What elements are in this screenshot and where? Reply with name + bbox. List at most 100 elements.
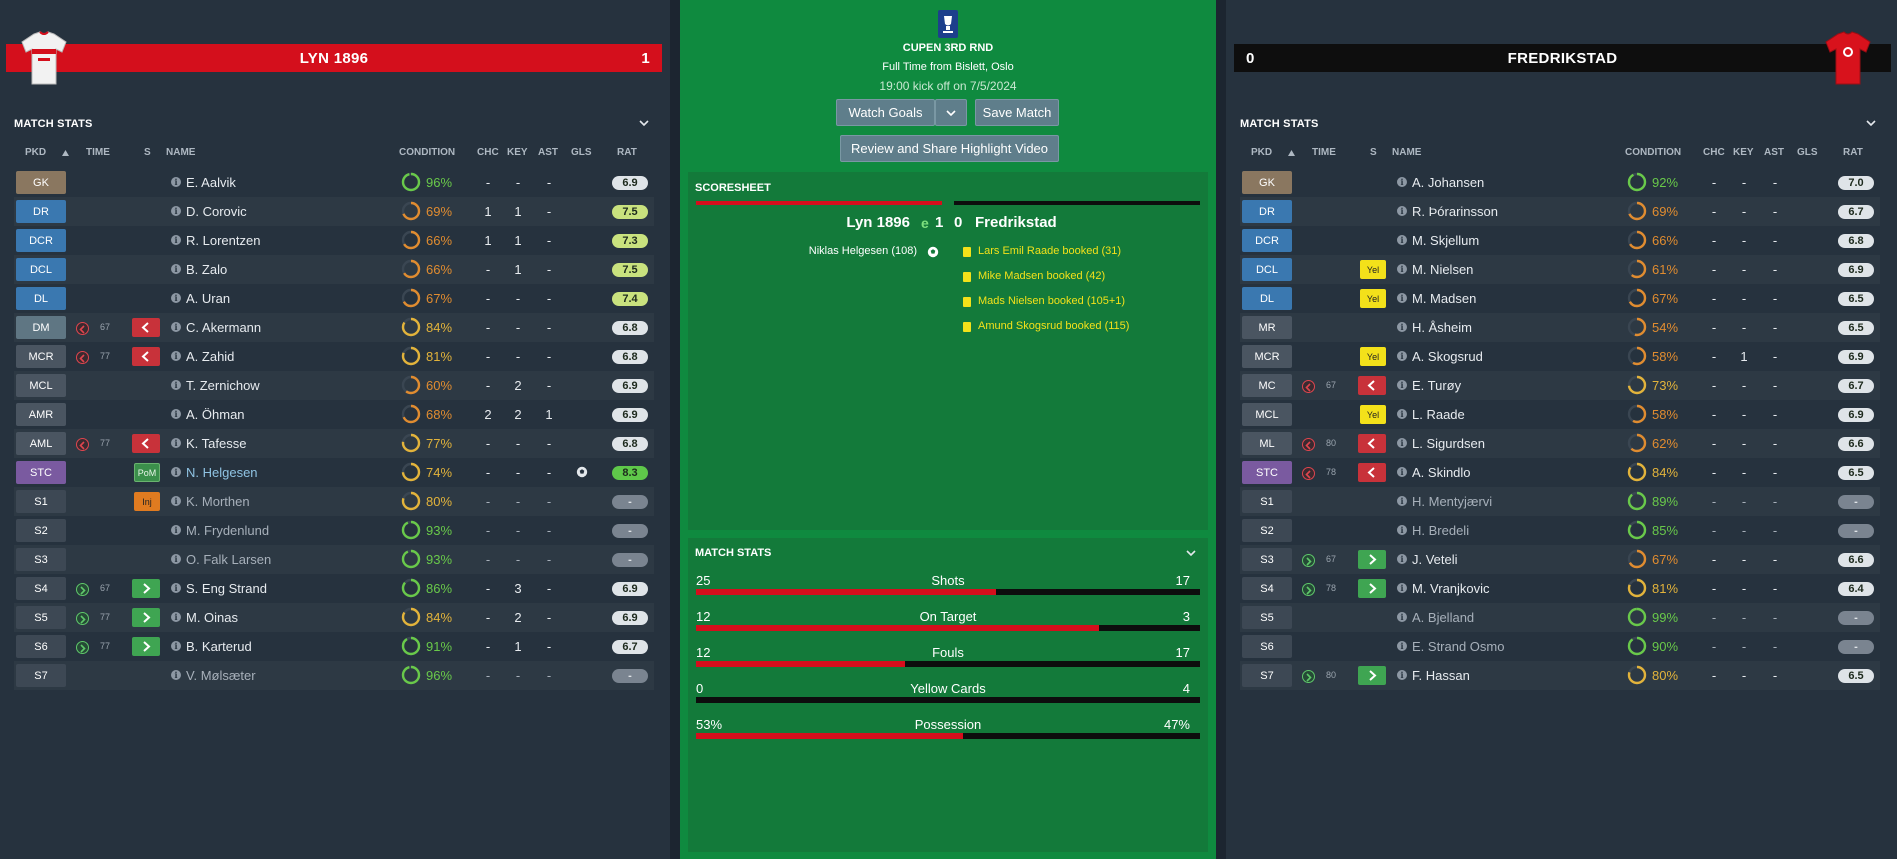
sub-off-button[interactable]: [132, 318, 160, 337]
save-match-button[interactable]: Save Match: [975, 99, 1059, 126]
table-row[interactable]: DR i R. Þórarinsson 69% - - - 6.7: [1240, 197, 1880, 226]
review-highlight-button[interactable]: Review and Share Highlight Video: [840, 135, 1059, 162]
header-chc[interactable]: CHC: [1703, 147, 1725, 158]
player-name[interactable]: D. Corovic: [186, 204, 247, 219]
table-row[interactable]: S7 i V. Mølsæter 96% - - - -: [14, 661, 654, 690]
watch-goals-button[interactable]: Watch Goals: [836, 99, 935, 126]
table-row[interactable]: STC 78 i A. Skindlo 84% - - - 6.5: [1240, 458, 1880, 487]
player-name[interactable]: C. Akermann: [186, 320, 262, 335]
sub-on-button[interactable]: [1358, 579, 1386, 598]
player-name[interactable]: M. Vranjkovic: [1412, 581, 1490, 596]
info-icon[interactable]: i: [1397, 293, 1407, 303]
table-row[interactable]: MCR Yel i A. Skogsrud 58% - 1 - 6.9: [1240, 342, 1880, 371]
watch-goals-dropdown-button[interactable]: [935, 99, 967, 126]
player-name[interactable]: R. Þórarinsson: [1412, 204, 1498, 219]
info-icon[interactable]: i: [171, 554, 181, 564]
info-icon[interactable]: i: [1397, 380, 1407, 390]
player-name[interactable]: T. Zernichow: [186, 378, 260, 393]
player-name[interactable]: E. Turøy: [1412, 378, 1462, 393]
player-name[interactable]: L. Raade: [1412, 407, 1465, 422]
sub-off-button[interactable]: [132, 347, 160, 366]
header-condition[interactable]: CONDITION: [1625, 147, 1682, 158]
player-name[interactable]: H. Mentyjærvi: [1412, 494, 1493, 509]
header-pkd[interactable]: PKD: [25, 147, 47, 158]
info-icon[interactable]: i: [1397, 351, 1407, 361]
info-icon[interactable]: i: [171, 670, 181, 680]
info-icon[interactable]: i: [171, 380, 181, 390]
table-row[interactable]: S2 i M. Frydenlund 93% - - - -: [14, 516, 654, 545]
sub-off-button[interactable]: [1358, 376, 1386, 395]
table-row[interactable]: S1 i H. Mentyjærvi 89% - - - -: [1240, 487, 1880, 516]
table-row[interactable]: DL Yel i M. Madsen 67% - - - 6.5: [1240, 284, 1880, 313]
table-row[interactable]: S5 i A. Bjelland 99% - - - -: [1240, 603, 1880, 632]
player-name[interactable]: A. Uran: [186, 291, 231, 306]
header-ast[interactable]: AST: [1764, 147, 1784, 158]
info-icon[interactable]: i: [1397, 264, 1407, 274]
table-row[interactable]: S4 78 i M. Vranjkovic 81% - - - 6.4: [1240, 574, 1880, 603]
header-time[interactable]: TIME: [1312, 147, 1336, 158]
table-row[interactable]: STC PoM i N. Helgesen 74% - - - 8.3: [14, 458, 654, 487]
header-s[interactable]: S: [1370, 147, 1377, 158]
sub-on-button[interactable]: [1358, 666, 1386, 685]
info-icon[interactable]: i: [171, 177, 181, 187]
info-icon[interactable]: i: [171, 641, 181, 651]
info-icon[interactable]: i: [1397, 322, 1407, 332]
header-chc[interactable]: CHC: [477, 147, 499, 158]
info-icon[interactable]: i: [171, 438, 181, 448]
player-name[interactable]: N. Helgesen: [186, 465, 258, 480]
info-icon[interactable]: i: [1397, 206, 1407, 216]
info-icon[interactable]: i: [1397, 525, 1407, 535]
table-row[interactable]: DCR i R. Lorentzen 66% 1 1 - 7.3: [14, 226, 654, 255]
table-row[interactable]: GK i A. Johansen 92% - - - 7.0: [1240, 168, 1880, 197]
info-icon[interactable]: i: [171, 612, 181, 622]
info-icon[interactable]: i: [1397, 554, 1407, 564]
header-key[interactable]: KEY: [507, 147, 528, 158]
player-name[interactable]: A. Johansen: [1412, 175, 1485, 190]
table-row[interactable]: S2 i H. Bredeli 85% - - - -: [1240, 516, 1880, 545]
player-name[interactable]: L. Sigurdsen: [1412, 436, 1485, 451]
table-row[interactable]: DR i D. Corovic 69% 1 1 - 7.5: [14, 197, 654, 226]
header-rat[interactable]: RAT: [617, 147, 637, 158]
info-icon[interactable]: i: [1397, 496, 1407, 506]
table-row[interactable]: S6 i E. Strand Osmo 90% - - - -: [1240, 632, 1880, 661]
player-name[interactable]: M. Frydenlund: [186, 523, 270, 538]
table-row[interactable]: GK i E. Aalvik 96% - - - 6.9: [14, 168, 654, 197]
away-collapse-chevron-icon[interactable]: [1864, 116, 1878, 130]
info-icon[interactable]: i: [171, 264, 181, 274]
player-name[interactable]: O. Falk Larsen: [186, 552, 272, 567]
table-row[interactable]: ML 80 i L. Sigurdsen 62% - - - 6.6: [1240, 429, 1880, 458]
info-icon[interactable]: i: [1397, 612, 1407, 622]
player-name[interactable]: E. Aalvik: [186, 175, 236, 190]
table-row[interactable]: AML 77 i K. Tafesse 77% - - - 6.8: [14, 429, 654, 458]
player-name[interactable]: K. Tafesse: [186, 436, 247, 451]
player-name[interactable]: M. Skjellum: [1412, 233, 1480, 248]
table-row[interactable]: MR i H. Åsheim 54% - - - 6.5: [1240, 313, 1880, 342]
player-name[interactable]: M. Madsen: [1412, 291, 1477, 306]
info-icon[interactable]: i: [171, 293, 181, 303]
table-row[interactable]: S4 67 i S. Eng Strand 86% - 3 - 6.9: [14, 574, 654, 603]
sub-on-button[interactable]: [1358, 550, 1386, 569]
info-icon[interactable]: i: [171, 525, 181, 535]
center-collapse-chevron-icon[interactable]: [1184, 546, 1198, 560]
header-gls[interactable]: GLS: [1797, 147, 1818, 158]
info-icon[interactable]: i: [1397, 177, 1407, 187]
sort-up-icon[interactable]: [1288, 150, 1295, 156]
player-name[interactable]: F. Hassan: [1412, 668, 1470, 683]
table-row[interactable]: DCL Yel i M. Nielsen 61% - - - 6.9: [1240, 255, 1880, 284]
player-name[interactable]: A. Öhman: [186, 407, 245, 422]
header-time[interactable]: TIME: [86, 147, 110, 158]
player-name[interactable]: H. Åsheim: [1412, 320, 1472, 335]
info-icon[interactable]: i: [171, 206, 181, 216]
table-row[interactable]: AMR i A. Öhman 68% 2 2 1 6.9: [14, 400, 654, 429]
table-row[interactable]: MC 67 i E. Turøy 73% - - - 6.7: [1240, 371, 1880, 400]
player-name[interactable]: A. Bjelland: [1412, 610, 1475, 625]
header-rat[interactable]: RAT: [1843, 147, 1863, 158]
info-icon[interactable]: i: [1397, 670, 1407, 680]
info-icon[interactable]: i: [171, 583, 181, 593]
info-icon[interactable]: i: [171, 322, 181, 332]
player-name[interactable]: A. Skogsrud: [1412, 349, 1483, 364]
player-name[interactable]: J. Veteli: [1412, 552, 1458, 567]
player-name[interactable]: M. Oinas: [186, 610, 239, 625]
table-row[interactable]: S1 Inj i K. Morthen 80% - - - -: [14, 487, 654, 516]
player-name[interactable]: M. Nielsen: [1412, 262, 1474, 277]
